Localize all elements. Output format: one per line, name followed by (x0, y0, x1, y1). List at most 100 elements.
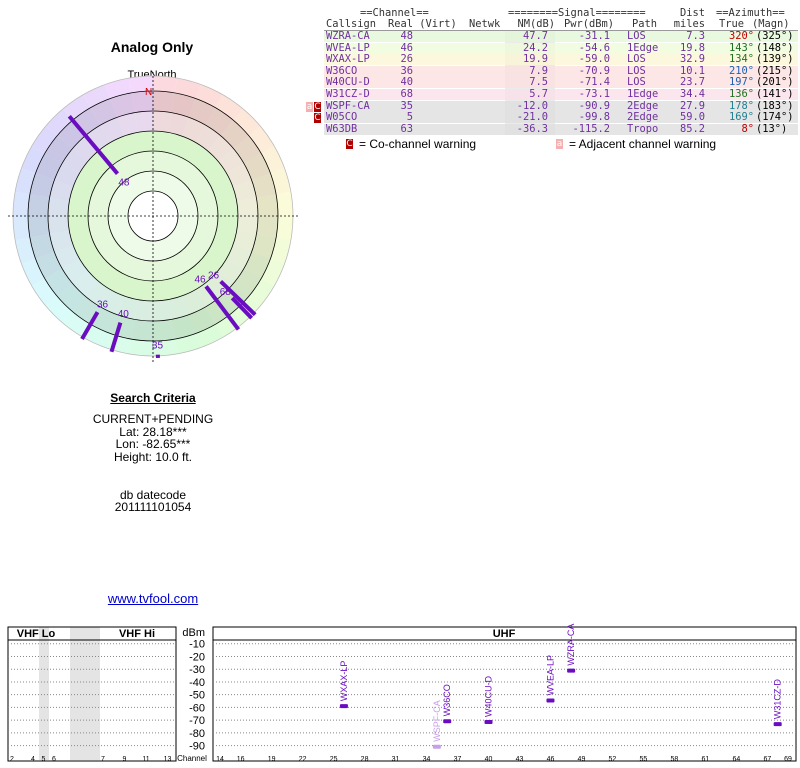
azimuth-true: 178° (728, 99, 754, 112)
azimuth-true: 134° (728, 53, 754, 66)
callsign: WZRA-CA (326, 30, 370, 42)
y-tick-label: -50 (189, 690, 205, 702)
station-label: W31CZ-D (773, 679, 783, 719)
azimuth-true: 320° (728, 30, 754, 42)
x-tick-label: 11 (142, 756, 149, 763)
channel: 46 (400, 41, 413, 54)
band-label: UHF (493, 628, 516, 640)
vhf-panel (7, 626, 177, 762)
y-tick-label: -80 (189, 728, 205, 740)
path: LOS (627, 76, 646, 89)
x-tick-label: 31 (392, 756, 400, 763)
header: Pwr(dBm) (563, 18, 614, 30)
header: ==Channel== (360, 7, 429, 19)
channel: 36 (400, 64, 413, 77)
header: Dist (679, 7, 705, 19)
channel: 35 (400, 99, 413, 112)
legend-marker: C (346, 139, 353, 149)
dist: 23.7 (679, 76, 705, 89)
dist: 59.0 (679, 111, 705, 124)
legend-text: = Co-channel warning (359, 137, 477, 151)
x-tick-label: 14 (216, 756, 224, 763)
header: ==Azimuth== (716, 7, 785, 19)
criteria-line: Height: 10.0 ft. (113, 449, 193, 464)
path: LOS (627, 53, 646, 66)
warning-flag: a (306, 101, 313, 112)
path: 2Edge (627, 111, 659, 124)
station-label: W36CO (442, 684, 452, 716)
station-label: WSPF-CA (432, 700, 442, 742)
station-bearing (230, 296, 254, 320)
header: Real (Virt) (388, 18, 457, 30)
x-tick-label: 37 (454, 756, 462, 763)
criteria-line: Lat: 28.18*** (119, 424, 187, 439)
station-signal (443, 719, 452, 724)
nm: 19.9 (522, 53, 548, 66)
station-channel: 40 (118, 309, 130, 320)
station-label: WXAX-LP (339, 661, 349, 702)
azimuth-true: 8° (741, 122, 754, 135)
pwr: -115.2 (572, 122, 610, 135)
criteria-lines: CURRENT+PENDING Lat: 28.18*** Lon: -82.65*… (0, 413, 306, 463)
nm: 24.2 (522, 41, 548, 54)
pwr: -71.4 (578, 76, 610, 89)
channel: 48 (400, 30, 413, 42)
nm: 5.7 (529, 88, 548, 100)
vhf-gap (39, 627, 49, 760)
x-tick-label: 4 (31, 756, 35, 763)
station-channel: 46 (194, 274, 206, 285)
x-tick-label: 25 (330, 756, 338, 763)
x-tick-label: 28 (361, 756, 369, 763)
station-label: W40CU-D (484, 675, 494, 717)
polar-title: Analog Only (111, 39, 194, 55)
x-tick-label: 46 (547, 756, 555, 763)
station-signal (432, 744, 441, 749)
x-tick-label: 64 (732, 756, 740, 763)
row-bg (324, 100, 798, 112)
station-channel: 68 (220, 287, 232, 298)
header: Callsign (326, 18, 377, 30)
band-label: VHF Lo (17, 628, 56, 640)
azimuth-true: 197° (728, 76, 754, 89)
station-channel: 48 (118, 177, 130, 188)
x-tick-label: 13 (164, 756, 172, 763)
channel: 26 (400, 53, 413, 66)
station-signal (484, 719, 493, 724)
row-bg (324, 123, 798, 135)
pwr: -70.9 (578, 64, 610, 77)
channel: 68 (400, 88, 413, 100)
x-tick-label: 49 (578, 756, 586, 763)
x-tick-label: 55 (640, 756, 648, 763)
azimuth-true: 136° (728, 88, 754, 100)
nm: -21.0 (516, 111, 548, 124)
row-bg (324, 31, 798, 42)
azimuth-magn: (174°) (756, 111, 794, 124)
x-tick-label: 58 (671, 756, 679, 763)
path: 2Edge (627, 99, 659, 112)
path: 1Edge (627, 88, 659, 100)
callsign: W36CO (326, 64, 358, 77)
site-link[interactable]: www.tvfool.com (107, 591, 199, 606)
x-tick-label: 16 (237, 756, 245, 763)
station-bearing (80, 311, 100, 340)
station-label: WZRA-CA (566, 624, 576, 666)
nm: -36.3 (516, 122, 548, 135)
nm: -12.0 (516, 99, 548, 112)
x-tick-label: 52 (609, 756, 617, 763)
spectrum-chart: VHF Lo VHF Hi UHFdBm-10-20-30-40-50-60-70-… (7, 624, 797, 763)
uhf-panel (212, 626, 797, 762)
row-bg (324, 77, 798, 89)
y-tick-label: -10 (189, 639, 205, 651)
x-tick-label: 22 (299, 756, 307, 763)
callsign: WSPF-CA (326, 99, 370, 112)
station-label: WVEA-LP (545, 655, 555, 696)
datecode-label: db datecode (119, 488, 187, 502)
row-bg (324, 42, 798, 54)
x-tick-label: 7 (101, 756, 105, 763)
azimuth-magn: (13°) (756, 122, 788, 135)
callsign: W63DB (326, 122, 358, 135)
azimuth-true: 210° (728, 64, 754, 77)
x-tick-label: 19 (268, 756, 276, 763)
pwr: -90.9 (578, 99, 610, 112)
